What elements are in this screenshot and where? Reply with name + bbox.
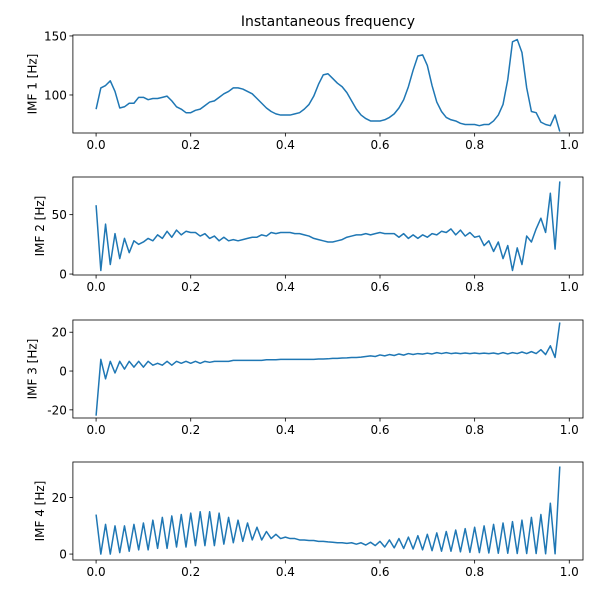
data-line xyxy=(95,322,561,416)
subplot: 0.0 0.2 0.4 0.6 0.8 1.0 -20 0 20 IMF 3 [Hz] xyxy=(25,319,584,437)
x-tick-label: 0.0 xyxy=(87,138,106,152)
y-tick-label: 0 xyxy=(59,548,67,562)
x-tick-label: 0.8 xyxy=(465,565,484,579)
x-tick-label: 0.4 xyxy=(276,280,295,294)
y-tick-label: 0 xyxy=(59,365,67,379)
y-tick-label: 50 xyxy=(52,208,67,222)
y-axis-label: IMF 1 [Hz] xyxy=(25,54,39,115)
data-line xyxy=(95,38,561,132)
x-tick-label: 0.0 xyxy=(87,423,106,437)
x-tick-label: 0.2 xyxy=(181,565,200,579)
axes-frame xyxy=(72,34,584,134)
x-tick-label: 0.2 xyxy=(181,138,200,152)
x-tick-label: 0.0 xyxy=(87,565,106,579)
axes-frame xyxy=(72,176,584,276)
x-tick-label: 0.8 xyxy=(465,423,484,437)
data-line xyxy=(95,466,561,555)
subplot: Instantaneous frequency 0.0 0.2 0.4 0.6 0.8 1.… xyxy=(25,14,584,152)
y-axis-label: IMF 4 [Hz] xyxy=(33,481,47,542)
y-tick-label: 20 xyxy=(52,491,67,505)
x-tick-label: 0.4 xyxy=(276,565,295,579)
x-tick-label: 0.4 xyxy=(276,138,295,152)
x-tick-label: 0.6 xyxy=(370,423,389,437)
y-tick-label: -20 xyxy=(47,403,67,417)
y-tick-label: 150 xyxy=(44,29,67,43)
x-tick-label: 0.8 xyxy=(465,280,484,294)
x-tick-label: 1.0 xyxy=(560,423,579,437)
axes-frame xyxy=(72,461,584,561)
y-tick-label: 20 xyxy=(52,326,67,340)
x-tick-label: 1.0 xyxy=(560,565,579,579)
x-tick-label: 0.2 xyxy=(181,423,200,437)
x-tick-label: 0.8 xyxy=(465,138,484,152)
x-tick-label: 0.6 xyxy=(370,280,389,294)
x-tick-label: 1.0 xyxy=(560,280,579,294)
x-tick-label: 0.6 xyxy=(370,565,389,579)
y-tick-label: 100 xyxy=(44,88,67,102)
y-axis-label: IMF 3 [Hz] xyxy=(25,339,39,400)
subplot: 0.0 0.2 0.4 0.6 0.8 1.0 0 20 IMF 4 [Hz] xyxy=(33,461,584,579)
x-tick-label: 0.0 xyxy=(87,280,106,294)
y-axis-label: IMF 2 [Hz] xyxy=(33,196,47,257)
chart-title: Instantaneous frequency xyxy=(241,14,415,30)
x-tick-label: 1.0 xyxy=(560,138,579,152)
data-line xyxy=(95,181,561,272)
y-tick-label: 0 xyxy=(59,268,67,282)
axes-frame xyxy=(72,319,584,419)
subplot: 0.0 0.2 0.4 0.6 0.8 1.0 0 50 IMF 2 [Hz] xyxy=(33,176,584,294)
x-tick-label: 0.6 xyxy=(370,138,389,152)
x-tick-label: 0.2 xyxy=(181,280,200,294)
x-tick-label: 0.4 xyxy=(276,423,295,437)
